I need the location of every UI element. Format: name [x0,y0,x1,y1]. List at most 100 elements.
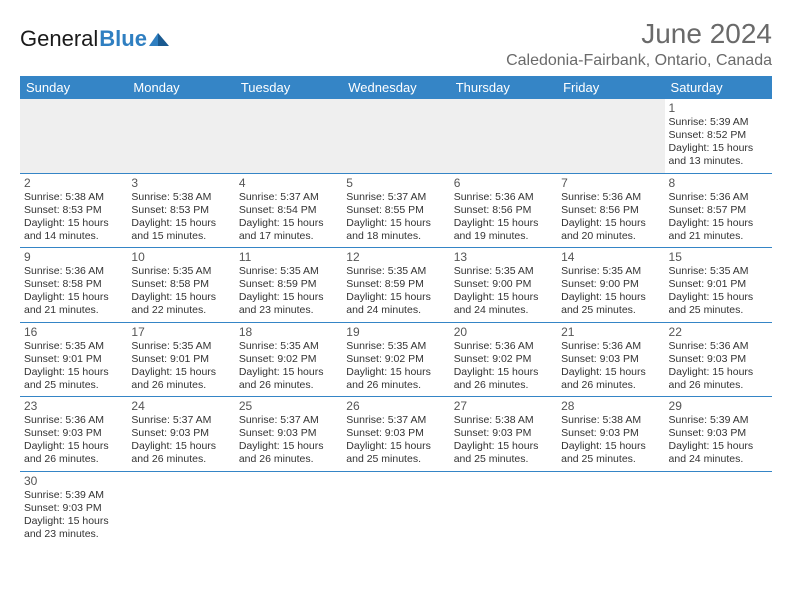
day-number: 17 [131,325,230,339]
location-subtitle: Caledonia-Fairbank, Ontario, Canada [506,52,772,70]
weekday-header-row: SundayMondayTuesdayWednesdayThursdayFrid… [20,76,772,99]
weekday-header: Wednesday [342,76,449,99]
day-info: Sunrise: 5:35 AMSunset: 9:01 PMDaylight:… [24,340,123,393]
day-info: Sunrise: 5:37 AMSunset: 9:03 PMDaylight:… [346,414,445,467]
calendar-cell: 7Sunrise: 5:36 AMSunset: 8:56 PMDaylight… [557,173,664,248]
calendar-cell [127,99,234,173]
day-info: Sunrise: 5:35 AMSunset: 9:02 PMDaylight:… [346,340,445,393]
calendar-week-row: 16Sunrise: 5:35 AMSunset: 9:01 PMDayligh… [20,322,772,397]
calendar-body: 1Sunrise: 5:39 AMSunset: 8:52 PMDaylight… [20,99,772,545]
day-info: Sunrise: 5:35 AMSunset: 9:01 PMDaylight:… [131,340,230,393]
day-info: Sunrise: 5:36 AMSunset: 8:56 PMDaylight:… [561,191,660,244]
brand-logo: General Blue [20,26,171,52]
calendar-week-row: 30Sunrise: 5:39 AMSunset: 9:03 PMDayligh… [20,471,772,545]
day-number: 3 [131,176,230,190]
day-number: 11 [239,250,338,264]
calendar-cell: 26Sunrise: 5:37 AMSunset: 9:03 PMDayligh… [342,397,449,472]
day-info: Sunrise: 5:36 AMSunset: 9:02 PMDaylight:… [454,340,553,393]
day-number: 20 [454,325,553,339]
calendar-cell: 14Sunrise: 5:35 AMSunset: 9:00 PMDayligh… [557,248,664,323]
calendar-cell: 29Sunrise: 5:39 AMSunset: 9:03 PMDayligh… [665,397,772,472]
calendar-week-row: 23Sunrise: 5:36 AMSunset: 9:03 PMDayligh… [20,397,772,472]
calendar-cell: 28Sunrise: 5:38 AMSunset: 9:03 PMDayligh… [557,397,664,472]
day-info: Sunrise: 5:36 AMSunset: 8:57 PMDaylight:… [669,191,768,244]
day-info: Sunrise: 5:38 AMSunset: 9:03 PMDaylight:… [454,414,553,467]
logo-icon [149,26,171,52]
day-info: Sunrise: 5:38 AMSunset: 8:53 PMDaylight:… [24,191,123,244]
calendar-cell [342,471,449,545]
calendar-cell [450,99,557,173]
calendar-cell [665,471,772,545]
day-number: 29 [669,399,768,413]
calendar-week-row: 9Sunrise: 5:36 AMSunset: 8:58 PMDaylight… [20,248,772,323]
day-number: 9 [24,250,123,264]
calendar-cell [557,99,664,173]
day-number: 19 [346,325,445,339]
brand-name-part1: General [20,26,98,52]
calendar-table: SundayMondayTuesdayWednesdayThursdayFrid… [20,76,772,545]
weekday-header: Thursday [450,76,557,99]
calendar-cell: 17Sunrise: 5:35 AMSunset: 9:01 PMDayligh… [127,322,234,397]
calendar-cell: 12Sunrise: 5:35 AMSunset: 8:59 PMDayligh… [342,248,449,323]
calendar-cell: 4Sunrise: 5:37 AMSunset: 8:54 PMDaylight… [235,173,342,248]
calendar-cell [235,471,342,545]
day-number: 27 [454,399,553,413]
calendar-cell: 2Sunrise: 5:38 AMSunset: 8:53 PMDaylight… [20,173,127,248]
day-info: Sunrise: 5:35 AMSunset: 9:01 PMDaylight:… [669,265,768,318]
calendar-cell: 9Sunrise: 5:36 AMSunset: 8:58 PMDaylight… [20,248,127,323]
day-info: Sunrise: 5:35 AMSunset: 8:58 PMDaylight:… [131,265,230,318]
day-number: 22 [669,325,768,339]
month-title: June 2024 [506,18,772,50]
calendar-cell [127,471,234,545]
day-number: 5 [346,176,445,190]
day-number: 16 [24,325,123,339]
day-info: Sunrise: 5:37 AMSunset: 8:54 PMDaylight:… [239,191,338,244]
day-number: 2 [24,176,123,190]
day-number: 10 [131,250,230,264]
calendar-cell [342,99,449,173]
calendar-cell: 11Sunrise: 5:35 AMSunset: 8:59 PMDayligh… [235,248,342,323]
day-number: 25 [239,399,338,413]
calendar-cell: 10Sunrise: 5:35 AMSunset: 8:58 PMDayligh… [127,248,234,323]
day-number: 15 [669,250,768,264]
calendar-cell [235,99,342,173]
calendar-cell: 22Sunrise: 5:36 AMSunset: 9:03 PMDayligh… [665,322,772,397]
day-info: Sunrise: 5:39 AMSunset: 9:03 PMDaylight:… [24,489,123,542]
calendar-cell: 18Sunrise: 5:35 AMSunset: 9:02 PMDayligh… [235,322,342,397]
calendar-cell: 27Sunrise: 5:38 AMSunset: 9:03 PMDayligh… [450,397,557,472]
day-number: 7 [561,176,660,190]
calendar-cell [20,99,127,173]
header: General Blue June 2024 Caledonia-Fairban… [20,18,772,70]
calendar-cell: 16Sunrise: 5:35 AMSunset: 9:01 PMDayligh… [20,322,127,397]
calendar-cell: 3Sunrise: 5:38 AMSunset: 8:53 PMDaylight… [127,173,234,248]
day-number: 6 [454,176,553,190]
calendar-week-row: 1Sunrise: 5:39 AMSunset: 8:52 PMDaylight… [20,99,772,173]
day-info: Sunrise: 5:39 AMSunset: 9:03 PMDaylight:… [669,414,768,467]
day-number: 18 [239,325,338,339]
day-number: 1 [669,101,768,115]
calendar-cell: 13Sunrise: 5:35 AMSunset: 9:00 PMDayligh… [450,248,557,323]
calendar-cell [450,471,557,545]
day-number: 24 [131,399,230,413]
day-info: Sunrise: 5:36 AMSunset: 8:56 PMDaylight:… [454,191,553,244]
calendar-week-row: 2Sunrise: 5:38 AMSunset: 8:53 PMDaylight… [20,173,772,248]
calendar-cell: 5Sunrise: 5:37 AMSunset: 8:55 PMDaylight… [342,173,449,248]
day-number: 13 [454,250,553,264]
calendar-cell: 21Sunrise: 5:36 AMSunset: 9:03 PMDayligh… [557,322,664,397]
day-info: Sunrise: 5:37 AMSunset: 8:55 PMDaylight:… [346,191,445,244]
day-number: 4 [239,176,338,190]
calendar-cell: 8Sunrise: 5:36 AMSunset: 8:57 PMDaylight… [665,173,772,248]
calendar-cell: 24Sunrise: 5:37 AMSunset: 9:03 PMDayligh… [127,397,234,472]
weekday-header: Saturday [665,76,772,99]
day-info: Sunrise: 5:36 AMSunset: 9:03 PMDaylight:… [24,414,123,467]
day-info: Sunrise: 5:37 AMSunset: 9:03 PMDaylight:… [131,414,230,467]
calendar-cell [557,471,664,545]
day-info: Sunrise: 5:37 AMSunset: 9:03 PMDaylight:… [239,414,338,467]
day-number: 8 [669,176,768,190]
day-number: 28 [561,399,660,413]
brand-name-part2: Blue [99,26,147,52]
calendar-cell: 23Sunrise: 5:36 AMSunset: 9:03 PMDayligh… [20,397,127,472]
day-info: Sunrise: 5:38 AMSunset: 8:53 PMDaylight:… [131,191,230,244]
calendar-cell: 19Sunrise: 5:35 AMSunset: 9:02 PMDayligh… [342,322,449,397]
weekday-header: Monday [127,76,234,99]
